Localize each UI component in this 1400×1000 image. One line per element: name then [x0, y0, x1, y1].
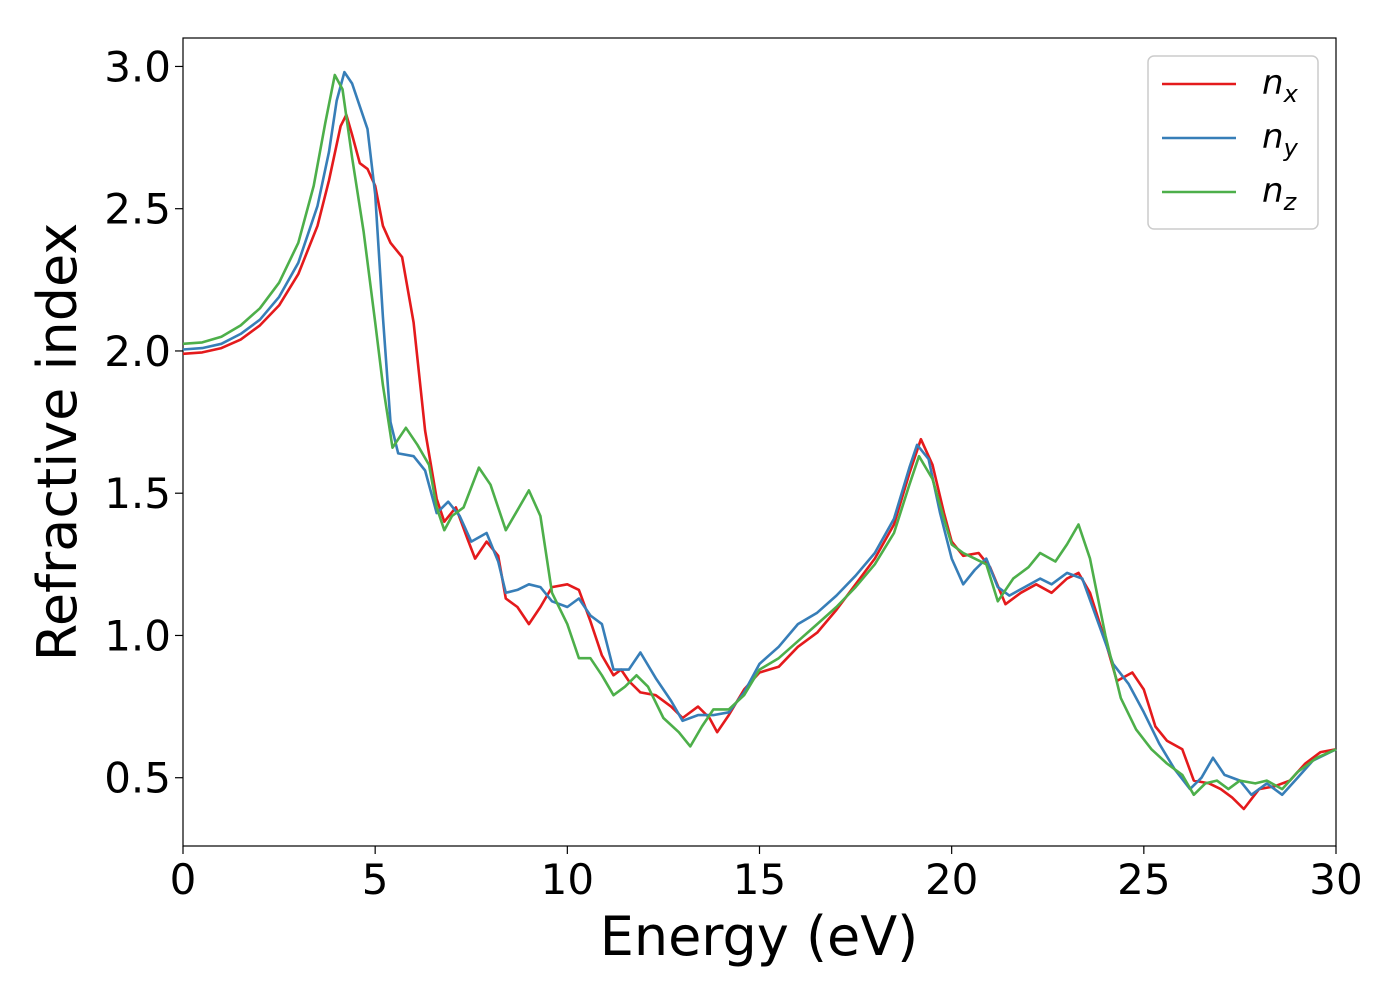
y-tick-label: 0.5: [104, 754, 171, 803]
legend-box: [1147, 55, 1319, 230]
x-tick-label: 30: [1309, 855, 1362, 904]
y-tick-label: 1.0: [104, 611, 171, 660]
x-tick-label: 5: [362, 855, 389, 904]
y-tick-label: 1.5: [104, 469, 171, 518]
series-line-nz: [182, 73, 1337, 797]
x-axis-ticks: 0 5 10 15 20 25 30: [170, 846, 1363, 904]
x-tick-label: 25: [1117, 855, 1170, 904]
y-tick-label: 2.5: [104, 185, 171, 234]
series-line-nx: [182, 113, 1337, 811]
y-axis-label: Refractive index: [26, 223, 89, 662]
x-tick-label: 0: [170, 855, 197, 904]
series-line-ny: [182, 70, 1337, 797]
y-tick-label: 2.0: [104, 327, 171, 376]
x-tick-label: 15: [733, 855, 786, 904]
series-layer: [182, 70, 1337, 811]
x-tick-label: 20: [925, 855, 978, 904]
x-axis-label: Energy (eV): [600, 905, 919, 968]
y-tick-label: 3.0: [104, 42, 171, 91]
y-axis-ticks: 0.5 1.0 1.5 2.0 2.5 3.0: [104, 42, 183, 803]
x-tick-label: 10: [541, 855, 594, 904]
